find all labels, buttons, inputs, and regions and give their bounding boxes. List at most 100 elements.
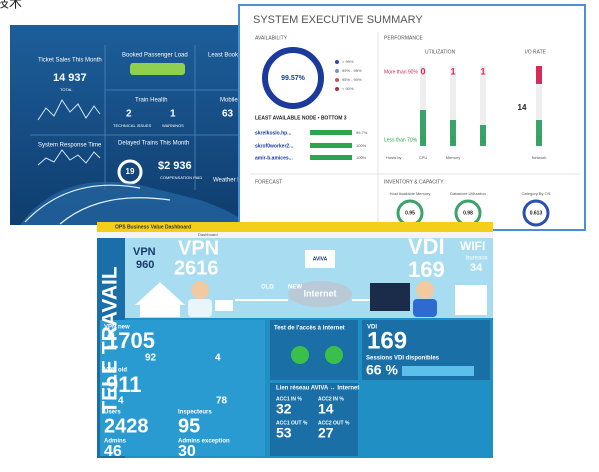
value: 78 <box>216 396 228 407</box>
node: amir-b.amices... <box>255 155 293 161</box>
value: 2616 <box>174 257 219 279</box>
value: 3 <box>536 66 541 76</box>
unit: bureaux <box>466 256 488 262</box>
label: Ticket Sales This Month <box>38 58 102 64</box>
rail-texts: Ticket Sales This Month 14 937 TOTAL Booked… <box>38 53 245 184</box>
value: 99.57% <box>281 75 306 82</box>
vpn-panel <box>97 222 493 458</box>
value: 0.98 <box>463 210 473 216</box>
label: VPN old <box>104 368 127 374</box>
value: 14 937 <box>53 72 87 84</box>
value: 46 <box>104 443 122 460</box>
legend: < 90% <box>342 86 354 91</box>
label: Train Health <box>135 98 167 104</box>
node-value: 99.7% <box>356 130 368 135</box>
label: VPN <box>178 237 219 259</box>
label: Category By OS <box>522 191 551 196</box>
value: 169 <box>367 327 407 354</box>
node: skrof0worker2... <box>255 143 294 149</box>
label: VDI <box>367 325 377 331</box>
label: UTILIZATION <box>425 49 456 55</box>
label: Datastore Utilization <box>450 191 486 196</box>
value: 3 <box>536 134 541 144</box>
label: ACC1 IN % <box>276 396 302 402</box>
label: Inspecteurs <box>178 410 212 416</box>
unit: COMPENSATION PAID <box>160 175 202 180</box>
value: 5 <box>420 134 425 144</box>
value: 27 <box>318 425 334 441</box>
label: Sessions VDI disponibles <box>366 356 440 362</box>
label: ACC2 OUT % <box>318 420 350 426</box>
value: 0.95 <box>405 210 415 216</box>
value: 911 <box>106 372 142 397</box>
value: 1 <box>170 109 176 120</box>
label: CPU <box>419 155 428 160</box>
label: Hosts by <box>386 155 402 160</box>
vpn-texts: OPS Business Value Dashboard Dashboard TEL… <box>99 224 488 460</box>
label: Lien réseau AVIVA ↔ Internet <box>276 386 359 392</box>
value: 66 % <box>366 362 398 378</box>
legend: 99% - 95% <box>342 68 362 73</box>
title: SYSTEM EXECUTIVE SUMMARY <box>253 14 423 26</box>
value: 4 <box>118 396 124 407</box>
node: skrelkoslo.hp... <box>255 130 292 136</box>
unit: TOTAL <box>60 87 73 92</box>
summary-texts: SYSTEM EXECUTIVE SUMMARY AVAILABILITY 99.5… <box>253 14 551 216</box>
rail-panel <box>10 25 250 225</box>
value: $2 936 <box>158 160 192 172</box>
label: NEW <box>288 285 302 291</box>
label: VPN <box>133 246 156 258</box>
label: OLD <box>261 285 274 291</box>
unit: TECHNICAL ISSUES <box>113 123 152 128</box>
value: 1705 <box>106 328 155 353</box>
value: 0.613 <box>530 210 543 216</box>
label: Mobile <box>220 98 238 104</box>
header: OPS Business Value Dashboard <box>115 224 191 230</box>
label: Admins <box>104 439 127 445</box>
value: 14 <box>518 103 527 112</box>
label: Delayed Trains This Month <box>118 141 189 147</box>
value: 92 <box>145 353 157 364</box>
value: 19 <box>126 167 135 176</box>
value: 95 <box>178 415 200 437</box>
value: 0 <box>420 66 425 76</box>
corner-text: 技术 <box>0 0 22 10</box>
label: Less than 70% <box>384 137 418 143</box>
tab: Dashboard <box>198 232 218 237</box>
value: 34 <box>470 262 483 274</box>
value: 2428 <box>104 415 149 437</box>
value: 32 <box>276 401 292 417</box>
label: System Response Time <box>38 143 102 149</box>
value: 960 <box>136 259 154 271</box>
section: PERFORMANCE <box>384 35 424 41</box>
section: INVENTORY & CAPACITY <box>384 179 444 185</box>
label: Admins exception <box>178 439 230 445</box>
value: 63 <box>222 109 234 120</box>
label: ACC2 IN % <box>318 396 344 402</box>
label: Host Available Memory <box>390 191 431 196</box>
label: VDI <box>408 234 445 259</box>
section: AVAILABILITY <box>255 35 288 41</box>
value: 53 <box>276 425 292 441</box>
label: Memory <box>446 155 460 160</box>
value: 1 <box>480 66 485 76</box>
node-value: 100% <box>356 155 367 160</box>
summary-panel <box>238 4 586 231</box>
label: Booked Passenger Load <box>122 53 188 59</box>
value: 2 <box>126 109 132 120</box>
legend: > 99% <box>342 59 354 64</box>
legend: 95% - 90% <box>342 77 362 82</box>
unit: WARNINGS <box>162 123 184 128</box>
value: 1 <box>480 134 485 144</box>
node-value: 100% <box>356 143 367 148</box>
side-title: TELE TRAVAIL <box>99 266 122 414</box>
label: Test de l'accès à Internet <box>274 326 345 332</box>
section: LEAST AVAILABLE NODE • BOTTOM 3 <box>255 115 347 121</box>
label: I/O RATE <box>525 49 547 55</box>
label: More than 90% <box>384 69 418 75</box>
label: Weather F <box>213 178 241 184</box>
value: 1 <box>450 66 455 76</box>
